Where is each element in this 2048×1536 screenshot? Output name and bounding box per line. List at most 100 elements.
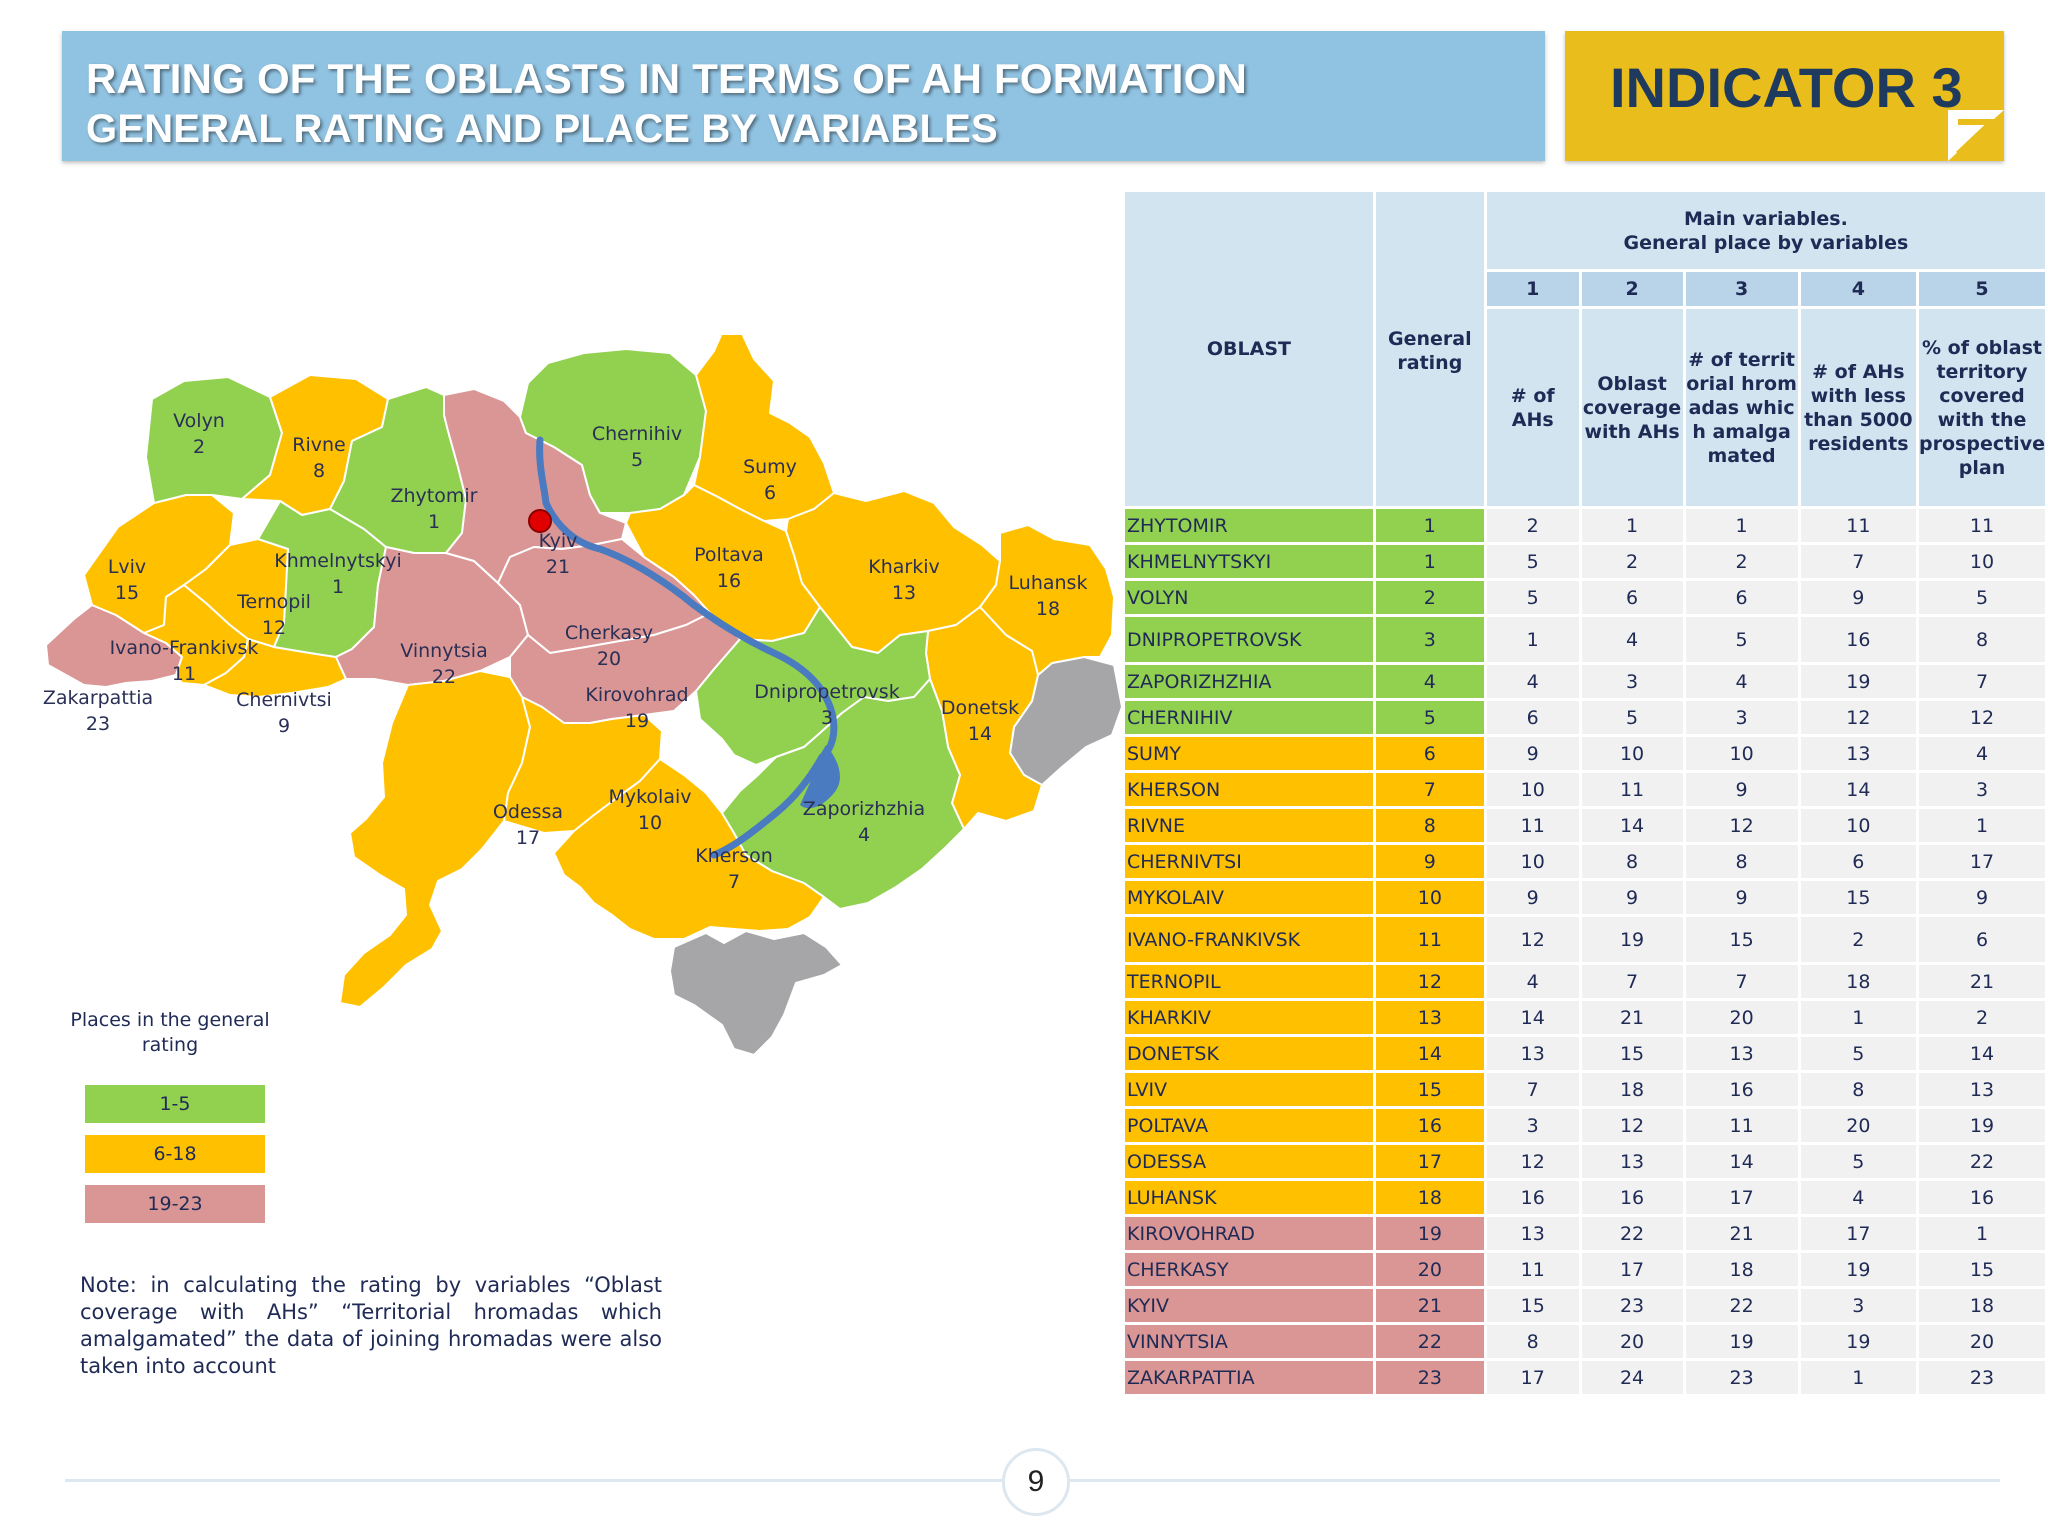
variable-3-cell: 10 <box>1682 734 1801 773</box>
variable-4-cell: 18 <box>1797 962 1920 1001</box>
general-rating-cell: 10 <box>1372 878 1487 917</box>
variable-2-cell: 16 <box>1578 1178 1686 1217</box>
table-row: KHARKIV 13 14 21 20 1 2 <box>1122 998 2048 1037</box>
oblast-cell: DNIPROPETROVSK <box>1122 614 1376 665</box>
general-rating-cell: 11 <box>1372 914 1487 965</box>
header-var-3-name: # of territorial hromadas which amalgama… <box>1682 306 1801 509</box>
variable-3-cell: 4 <box>1682 662 1801 701</box>
variable-2-cell: 7 <box>1578 962 1686 1001</box>
variable-1-cell: 5 <box>1483 542 1582 581</box>
variable-4-cell: 14 <box>1797 770 1920 809</box>
oblast-cell: ZHYTOMIR <box>1122 506 1376 545</box>
variable-4-cell: 10 <box>1797 806 1920 845</box>
header-var-1-number: 1 <box>1483 269 1582 309</box>
variable-2-cell: 21 <box>1578 998 1686 1037</box>
variable-3-cell: 9 <box>1682 770 1801 809</box>
variable-4-cell: 2 <box>1797 914 1920 965</box>
label-ternopil: Ternopil 12 <box>236 591 311 639</box>
label-kirovohrad: Kirovohrad 19 <box>585 684 688 732</box>
general-rating-cell: 18 <box>1372 1178 1487 1217</box>
ukraine-map: Volyn 2 Rivne 8 Zhytomir 1 Chernihiv 5 Sumy 6… <box>34 328 1124 1095</box>
header-var-3-number: 3 <box>1682 269 1801 309</box>
variable-4-cell: 17 <box>1797 1214 1920 1253</box>
variable-4-cell: 19 <box>1797 662 1920 701</box>
variable-3-cell: 13 <box>1682 1034 1801 1073</box>
general-rating-cell: 5 <box>1372 698 1487 737</box>
label-kyiv: Kyiv 21 <box>539 530 578 578</box>
variable-3-cell: 16 <box>1682 1070 1801 1109</box>
variable-3-cell: 8 <box>1682 842 1801 881</box>
label-dnipropetrovsk: Dnipropetrovsk 3 <box>754 681 899 729</box>
oblast-cell: DONETSK <box>1122 1034 1376 1073</box>
variable-1-cell: 14 <box>1483 998 1582 1037</box>
general-rating-cell: 23 <box>1372 1358 1487 1397</box>
rating-table: OBLAST General rating Main variables. Ge… <box>1122 189 2048 1397</box>
label-volyn: Volyn 2 <box>173 410 225 458</box>
oblast-cell: SUMY <box>1122 734 1376 773</box>
variable-1-cell: 12 <box>1483 914 1582 965</box>
variable-2-cell: 22 <box>1578 1214 1686 1253</box>
variable-5-cell: 19 <box>1916 1106 2048 1145</box>
variable-5-cell: 13 <box>1916 1070 2048 1109</box>
variable-4-cell: 19 <box>1797 1250 1920 1289</box>
variable-4-cell: 13 <box>1797 734 1920 773</box>
label-rivne: Rivne 8 <box>292 434 345 482</box>
oblast-cell: VOLYN <box>1122 578 1376 617</box>
oblast-cell: KHMELNYTSKYI <box>1122 542 1376 581</box>
variable-5-cell: 3 <box>1916 770 2048 809</box>
variable-3-cell: 6 <box>1682 578 1801 617</box>
oblast-cell: IVANO-FRANKIVSK <box>1122 914 1376 965</box>
header-var-4-number: 4 <box>1797 269 1920 309</box>
general-rating-cell: 13 <box>1372 998 1487 1037</box>
oblast-cell: LVIV <box>1122 1070 1376 1109</box>
oblast-cell: ZAPORIZHZHIA <box>1122 662 1376 701</box>
oblast-cell: MYKOLAIV <box>1122 878 1376 917</box>
label-kherson: Kherson 7 <box>695 845 773 893</box>
variable-3-cell: 18 <box>1682 1250 1801 1289</box>
oblast-cell: VINNYTSIA <box>1122 1322 1376 1361</box>
variable-4-cell: 7 <box>1797 542 1920 581</box>
variable-3-cell: 21 <box>1682 1214 1801 1253</box>
label-khmelnytskyi: Khmelnytskyi 1 <box>274 550 401 598</box>
variable-1-cell: 2 <box>1483 506 1582 545</box>
table-body: ZHYTOMIR 1 2 1 1 11 11 KHMELNYTSKYI 1 5 2 2 7 10 VOLYN… <box>1122 506 2048 1397</box>
table-row: LVIV 15 7 18 16 8 13 <box>1122 1070 2048 1109</box>
general-rating-cell: 4 <box>1372 662 1487 701</box>
table-row: VOLYN 2 5 6 6 9 5 <box>1122 578 2048 617</box>
variable-1-cell: 12 <box>1483 1142 1582 1181</box>
variable-2-cell: 5 <box>1578 698 1686 737</box>
general-rating-cell: 7 <box>1372 770 1487 809</box>
variable-4-cell: 6 <box>1797 842 1920 881</box>
table-row: ZAPORIZHZHIA 4 4 3 4 19 7 <box>1122 662 2048 701</box>
label-cherkasy: Cherkasy 20 <box>565 622 653 670</box>
variable-5-cell: 8 <box>1916 614 2048 665</box>
variable-2-cell: 2 <box>1578 542 1686 581</box>
variable-1-cell: 11 <box>1483 806 1582 845</box>
general-rating-cell: 3 <box>1372 614 1487 665</box>
map-svg: Volyn 2 Rivne 8 Zhytomir 1 Chernihiv 5 Sumy 6… <box>43 328 1123 1056</box>
variable-2-cell: 9 <box>1578 878 1686 917</box>
variable-5-cell: 14 <box>1916 1034 2048 1073</box>
variable-4-cell: 5 <box>1797 1034 1920 1073</box>
variable-3-cell: 17 <box>1682 1178 1801 1217</box>
variable-2-cell: 11 <box>1578 770 1686 809</box>
variable-3-cell: 15 <box>1682 914 1801 965</box>
title-banner: RATING OF THE OBLASTS IN TERMS OF AH FOR… <box>62 31 1545 161</box>
label-ivano-frankivsk: Ivano-Frankivsk 11 <box>110 637 259 685</box>
legend-title: Places in the general rating <box>70 1009 270 1056</box>
variable-5-cell: 16 <box>1916 1178 2048 1217</box>
footnote: Note: in calculating the rating by varia… <box>80 1273 662 1378</box>
general-rating-cell: 19 <box>1372 1214 1487 1253</box>
general-rating-cell: 12 <box>1372 962 1487 1001</box>
general-rating-cell: 14 <box>1372 1034 1487 1073</box>
table-row: KIROVOHRAD 19 13 22 21 17 1 <box>1122 1214 2048 1253</box>
variable-3-cell: 9 <box>1682 878 1801 917</box>
variable-2-cell: 6 <box>1578 578 1686 617</box>
label-zhytomir: Zhytomir 1 <box>391 485 478 533</box>
header-var-1-name: # of AHs <box>1483 306 1582 509</box>
indicator-badge: INDICATOR 3 <box>1565 31 2004 161</box>
label-vinnytsia: Vinnytsia 22 <box>400 640 487 688</box>
variable-5-cell: 1 <box>1916 806 2048 845</box>
variable-2-cell: 20 <box>1578 1322 1686 1361</box>
variable-5-cell: 2 <box>1916 998 2048 1037</box>
